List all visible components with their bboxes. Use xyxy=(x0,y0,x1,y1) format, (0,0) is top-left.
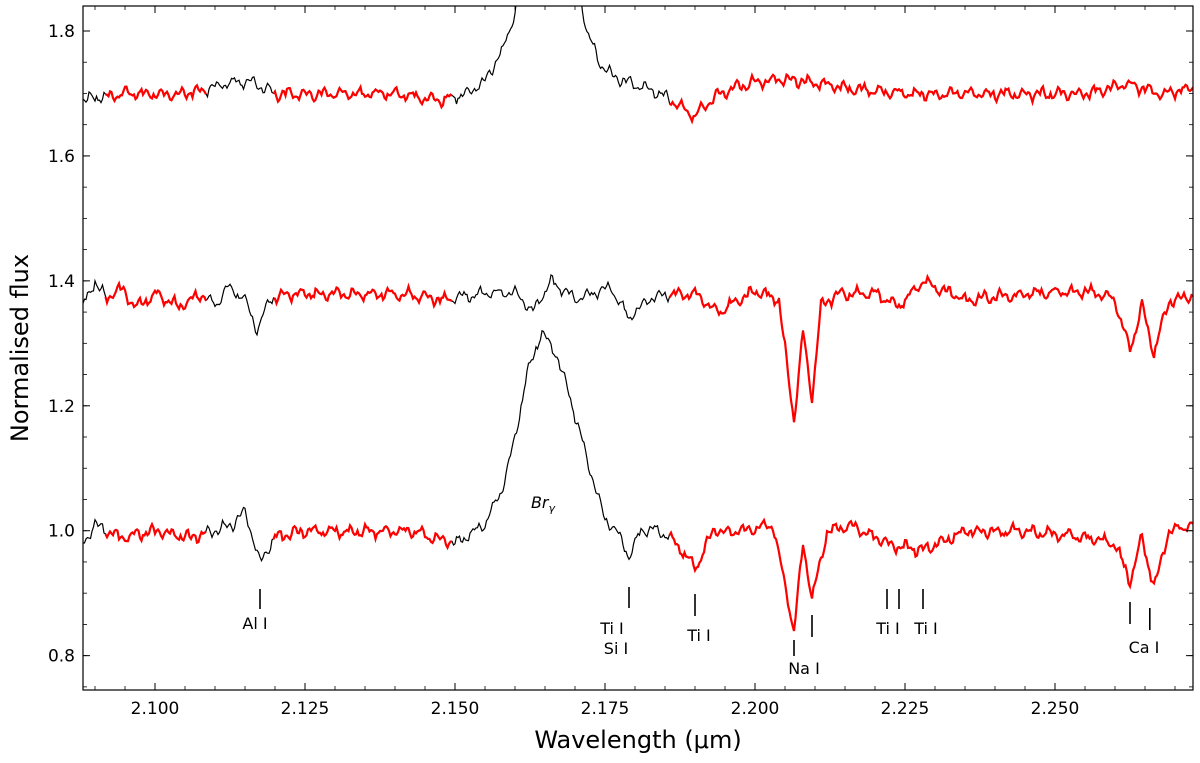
x-tick-label: 2.125 xyxy=(281,699,330,719)
x-tick-label: 2.200 xyxy=(731,699,780,719)
brackett-gamma-label: Brγ xyxy=(531,493,556,515)
annotation-layer: Al I Ti ISi ITi INa ITi I Ti ICa I xyxy=(242,587,1159,678)
line-id-label: Ti I xyxy=(913,619,938,638)
model-fit-line xyxy=(668,71,1193,125)
x-tick-label: 2.150 xyxy=(431,699,480,719)
y-tick-label: 1.6 xyxy=(48,147,75,167)
line-id-label: Na I xyxy=(788,659,820,678)
x-tick-label: 2.175 xyxy=(581,699,630,719)
line-id-label: Ti I xyxy=(875,619,900,638)
brackett-gamma-base: Br xyxy=(531,493,550,512)
y-tick-label: 1.8 xyxy=(48,22,75,42)
brackett-gamma-subscript: γ xyxy=(549,502,556,515)
x-tick-label: 2.100 xyxy=(131,699,180,719)
model-fit-line xyxy=(668,517,1193,632)
x-tick-label: 2.250 xyxy=(1031,699,1080,719)
y-axis-label: Normalised flux xyxy=(6,254,34,442)
axes-layer: 2.100 2.125 2.150 2.175 2.200 2.225 2.250 0.8 1.… xyxy=(48,6,1193,719)
line-id-label: Al I xyxy=(242,614,267,633)
line-id-label: Ca I xyxy=(1129,638,1160,657)
y-tick-label: 1.4 xyxy=(48,272,75,292)
line-id-label: Si I xyxy=(604,639,628,658)
x-axis-label: Wavelength (μm) xyxy=(534,726,741,754)
y-tick-label: 0.8 xyxy=(48,647,75,667)
y-tick-label: 1.2 xyxy=(48,397,75,417)
plot-frame xyxy=(82,5,1194,691)
model-fit-line xyxy=(668,273,1193,423)
model-fit-line xyxy=(272,83,453,110)
y-tick-label: 1.0 xyxy=(48,522,75,542)
line-id-label: Ti I xyxy=(686,626,711,645)
x-tick-label: 2.225 xyxy=(881,699,930,719)
plot-background xyxy=(83,6,1193,690)
model-fit-line xyxy=(104,280,208,312)
model-fit-line xyxy=(273,282,453,310)
series-layer xyxy=(83,6,1193,632)
model-fit-line xyxy=(272,521,453,551)
model-fit-line xyxy=(105,83,207,104)
model-fit-line xyxy=(104,521,207,545)
line-id-label: Ti I xyxy=(599,619,624,638)
